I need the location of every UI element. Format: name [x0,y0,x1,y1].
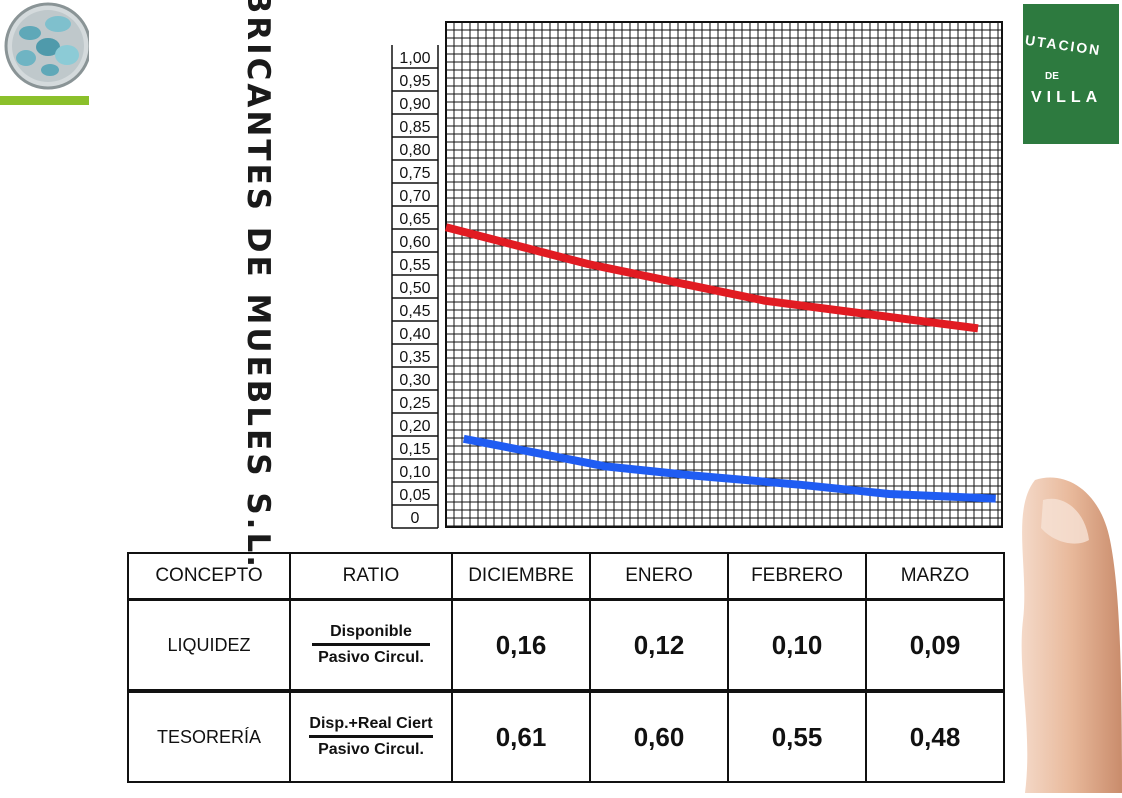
y-tick-label: 0,90 [399,96,430,113]
y-tick-label: 0,25 [399,395,430,412]
value-cell: 0,60 [590,691,728,782]
y-tick-label: 0,85 [399,119,430,136]
header-concepto: CONCEPTO [128,553,290,600]
ratio-numerator: Disponible [312,623,430,646]
header-ratio: RATIO [290,553,452,600]
header-febrero: FEBRERO [728,553,866,600]
y-tick-label: 0,05 [399,487,430,504]
y-tick-label: 0,35 [399,349,430,366]
value-cell: 0,48 [866,691,1004,782]
y-tick-label: 0 [411,510,420,527]
y-tick-label: 0,30 [399,372,430,389]
y-tick-label: 0,50 [399,280,430,297]
y-tick-label: 0,15 [399,441,430,458]
y-tick-label: 0,70 [399,188,430,205]
table-row: TESORERÍA Disp.+Real Ciert Pasivo Circul… [128,691,1004,782]
value-cell: 0,55 [728,691,866,782]
header-enero: ENERO [590,553,728,600]
ratios-table: CONCEPTO RATIO DICIEMBRE ENERO FEBRERO M… [127,552,1005,783]
y-tick-label: 0,65 [399,211,430,228]
y-tick-label: 0,20 [399,418,430,435]
y-tick-label: 0,60 [399,234,430,251]
y-tick-label: 0,55 [399,257,430,274]
value-cell: 0,16 [452,600,590,692]
header-diciembre: DICIEMBRE [452,553,590,600]
value-cell: 0,12 [590,600,728,692]
concept-cell: TESORERÍA [128,691,290,782]
y-tick-label: 0,75 [399,165,430,182]
y-tick-label: 0,45 [399,303,430,320]
ratio-numerator: Disp.+Real Ciert [309,715,432,738]
y-tick-label: 1,00 [399,50,430,67]
value-cell: 0,10 [728,600,866,692]
y-tick-label: 0,95 [399,73,430,90]
table-header-row: CONCEPTO RATIO DICIEMBRE ENERO FEBRERO M… [128,553,1004,600]
ratio-cell: Disponible Pasivo Circul. [290,600,452,692]
ratio-denominator: Pasivo Circul. [318,646,424,667]
ratio-cell: Disp.+Real Ciert Pasivo Circul. [290,691,452,782]
value-cell: 0,61 [452,691,590,782]
header-marzo: MARZO [866,553,1004,600]
y-tick-label: 0,80 [399,142,430,159]
value-cell: 0,09 [866,600,1004,692]
ratio-denominator: Pasivo Circul. [318,738,424,759]
concept-cell: LIQUIDEZ [128,600,290,692]
y-tick-label: 0,10 [399,464,430,481]
y-tick-label: 0,40 [399,326,430,343]
table-row: LIQUIDEZ Disponible Pasivo Circul. 0,16 … [128,600,1004,692]
